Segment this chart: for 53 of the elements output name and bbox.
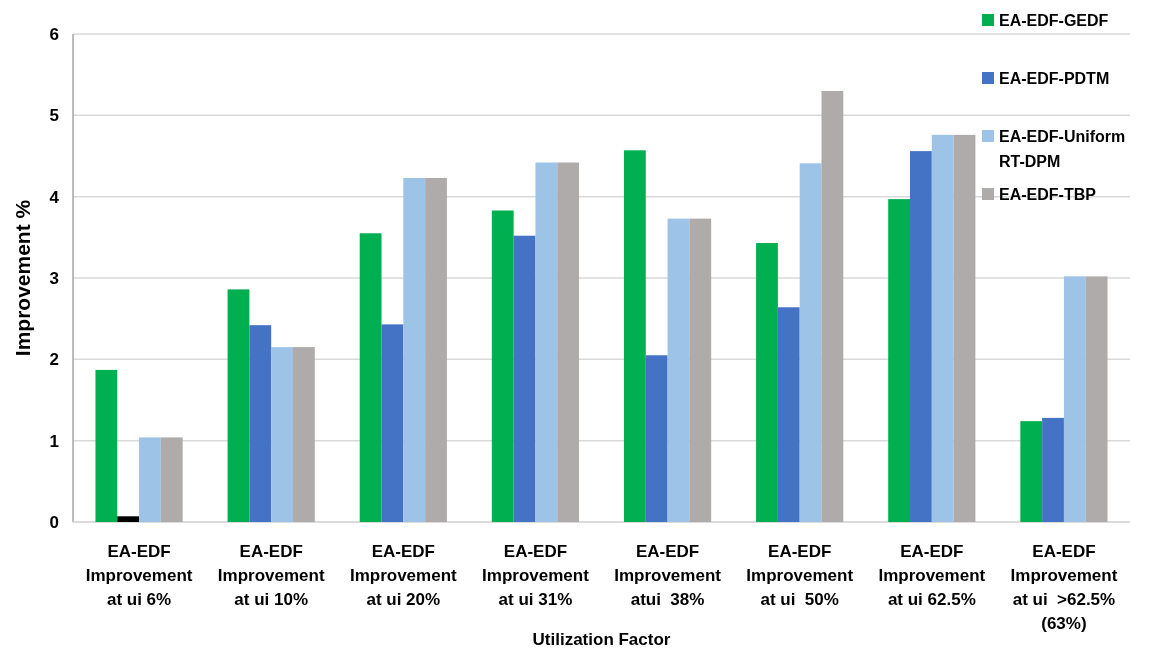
x-tick-label: EA-EDF Improvement at ui 31%: [482, 542, 590, 609]
x-tick-label: EA-EDF Improvement at ui 50%: [746, 542, 854, 609]
y-tick-label: 2: [49, 350, 59, 370]
bar: [535, 162, 558, 522]
bar: [359, 233, 382, 522]
bar: [645, 355, 668, 522]
x-tick-label: EA-EDF Improvement at ui 10%: [217, 542, 325, 609]
x-tick-label: EA-EDF Improvement at ui >62.5% (63%): [1010, 542, 1118, 633]
x-tick-label: EA-EDF Improvement at ui 6%: [85, 542, 193, 609]
y-tick-label: 1: [49, 431, 59, 451]
bar: [95, 369, 118, 522]
legend-label: EA-EDF-Uniform RT-DPM: [999, 127, 1126, 170]
bar: [756, 243, 778, 522]
bar: [799, 163, 822, 522]
y-tick-label: 0: [49, 512, 59, 532]
y-tick-label: 3: [49, 268, 59, 288]
bar: [1020, 421, 1043, 522]
bar: [160, 437, 183, 522]
bar: [491, 210, 514, 522]
bar: [1042, 417, 1064, 522]
bar: [953, 134, 976, 522]
bar: [513, 235, 536, 522]
y-tick-label: 5: [49, 106, 59, 126]
bar: [227, 289, 250, 522]
bar: [292, 347, 315, 522]
bar: [777, 307, 800, 522]
bar: [910, 151, 932, 522]
bar: [381, 324, 404, 522]
bar: [1063, 276, 1086, 522]
bar: [1085, 276, 1108, 522]
x-tick-label: EA-EDF Improvement atui 38%: [614, 542, 722, 609]
bar: [117, 516, 140, 522]
x-tick-label: EA-EDF Improvement at ui 62.5%: [878, 542, 986, 609]
bar: [623, 150, 646, 522]
legend-label: EA-EDF-PDTM: [999, 69, 1110, 87]
bar: [931, 134, 954, 522]
bar: [139, 437, 161, 522]
y-tick-label: 4: [49, 187, 60, 207]
x-tick-label: EA-EDF Improvement at ui 20%: [349, 542, 458, 609]
bar: [667, 218, 690, 522]
bar: [403, 177, 426, 522]
bar: [689, 218, 712, 522]
x-axis-title: Utilization Factor: [532, 630, 671, 649]
legend-label: EA-EDF-TBP: [999, 185, 1097, 203]
bar: [249, 325, 272, 522]
bar: [888, 199, 911, 522]
bar: [271, 347, 293, 522]
bar: [425, 177, 447, 522]
bar: [821, 90, 844, 522]
legend-label: EA-EDF-GEDF: [999, 11, 1109, 29]
y-tick-label: 6: [49, 24, 59, 44]
y-axis-title: Improvement %: [11, 199, 34, 357]
bar: [557, 162, 580, 522]
